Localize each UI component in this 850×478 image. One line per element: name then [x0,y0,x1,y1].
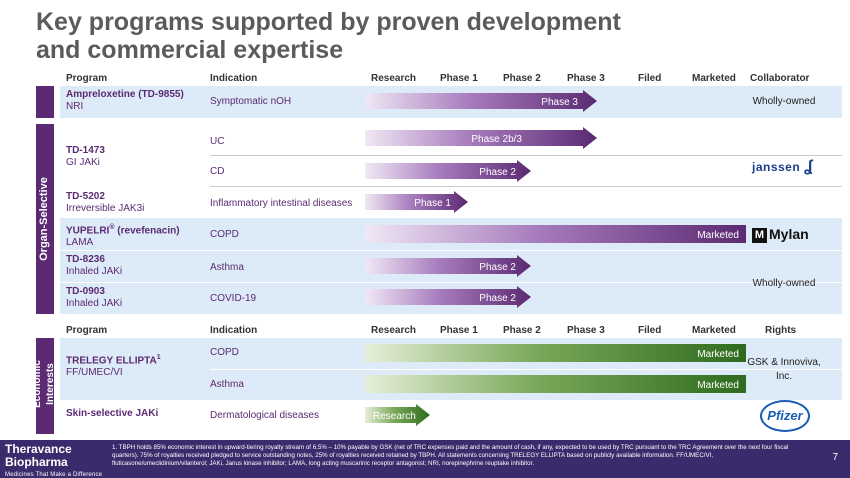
janssen-mark-icon: ʆ [804,158,814,175]
col-program: Program [66,325,108,336]
col-phase2: Phase 2 [503,73,541,84]
program-ampreloxetine: Ampreloxetine (TD-9855) NRI [66,89,184,112]
col-research: Research [371,73,417,84]
indication-noh: Symptomatic nOH [210,96,292,107]
row-divider [60,282,842,283]
theravance-logo: Theravance Biopharma Medicines That Make… [5,442,103,478]
footnote: 1. TBPH holds 85% economic interest in u… [112,444,789,467]
organ-selective-label: Organ-Selective [38,177,50,261]
rights-holder: GSK & Innoviva, Inc. [747,357,821,382]
col-phase1: Phase 1 [440,73,478,84]
program-trelegy: TRELEGY ELLIPTA1 FF/UMEC/VI [66,354,161,379]
indication-copd: COPD [210,347,239,358]
col-indication: Indication [210,73,258,84]
program-td0903: TD-0903 Inhaled JAKi [66,286,123,309]
bar-covid: Phase 2 [365,286,531,308]
economic-interests-block [36,338,54,434]
bar-uc: Phase 2b/3 [365,127,597,149]
indication-cd: CD [210,166,225,177]
col-phase2: Phase 2 [503,325,541,336]
col-marketed: Marketed [692,73,736,84]
bar-label: Marketed [697,380,739,391]
economic-interests-label: Economic Interests [32,360,56,408]
col-phase3: Phase 3 [567,325,605,336]
indication-iid: Inflammatory intestinal diseases [210,198,353,209]
col-collaborator: Collaborator [750,73,810,84]
row-divider [210,155,842,156]
indication-uc: UC [210,136,225,147]
column-header-bottom: Program Indication Research Phase 1 Phas… [0,325,850,339]
side-marker [36,86,54,118]
bar-label: Phase 2b/3 [471,134,522,145]
footer: Theravance Biopharma Medicines That Make… [0,440,850,478]
bar-label: Marketed [697,349,739,360]
bar-asthma: Phase 2 [365,255,531,277]
indication-copd: COPD [210,229,239,240]
row-divider [60,250,842,251]
col-indication: Indication [210,325,258,336]
pfizer-logo: Pfizer [760,400,810,432]
indication-asthma: Asthma [210,379,244,390]
page-number: 7 [832,452,838,463]
mylan-logo: M Mylan [752,226,809,243]
col-filed: Filed [638,325,662,336]
bar-label: Phase 2 [479,167,516,178]
page-title: Key programs supported by proven develop… [36,8,621,64]
bar-label: Phase 1 [414,198,451,209]
col-phase1: Phase 1 [440,325,478,336]
bar-label: Marketed [697,230,739,241]
col-marketed: Marketed [692,325,736,336]
column-header-top: Program Indication Research Phase 1 Phas… [0,73,850,87]
indication-asthma: Asthma [210,262,244,273]
bar-cd: Phase 2 [365,160,531,182]
bar-ampreloxetine: Phase 3 [365,90,597,112]
program-td8236: TD-8236 Inhaled JAKi [66,254,123,277]
program-td5202: TD-5202 Irreversible JAK3i [66,191,145,214]
organ-selective-block [36,124,54,314]
collaborator-wholly-owned: Wholly-owned [752,96,816,107]
col-program: Program [66,73,108,84]
program-skin-jaki: Skin-selective JAKi [66,408,159,419]
program-yupelri: YUPELRI® (revefenacin) LAMA [66,224,180,249]
col-filed: Filed [638,73,662,84]
program-td1473: TD-1473 GI JAKi [66,145,105,168]
row-divider [210,186,842,187]
janssen-logo: janssen ʆ [752,158,814,175]
bar-label: Research [373,411,416,422]
bar-label: Phase 2 [479,293,516,304]
indication-derm: Dermatological diseases [210,410,319,421]
bar-trelegy-asthma: Marketed [365,375,746,393]
bar-derm: Research [365,404,430,426]
bar-label: Phase 2 [479,262,516,273]
col-phase3: Phase 3 [567,73,605,84]
col-research: Research [371,325,417,336]
indication-covid: COVID-19 [210,293,257,304]
bar-copd: Marketed [365,225,746,243]
bar-trelegy-copd: Marketed [365,344,746,362]
row-divider [210,369,842,370]
bar-iid: Phase 1 [365,191,468,213]
bar-label: Phase 3 [541,97,578,108]
col-rights: Rights [765,325,797,336]
collaborator-wholly-owned: Wholly-owned [752,278,816,289]
